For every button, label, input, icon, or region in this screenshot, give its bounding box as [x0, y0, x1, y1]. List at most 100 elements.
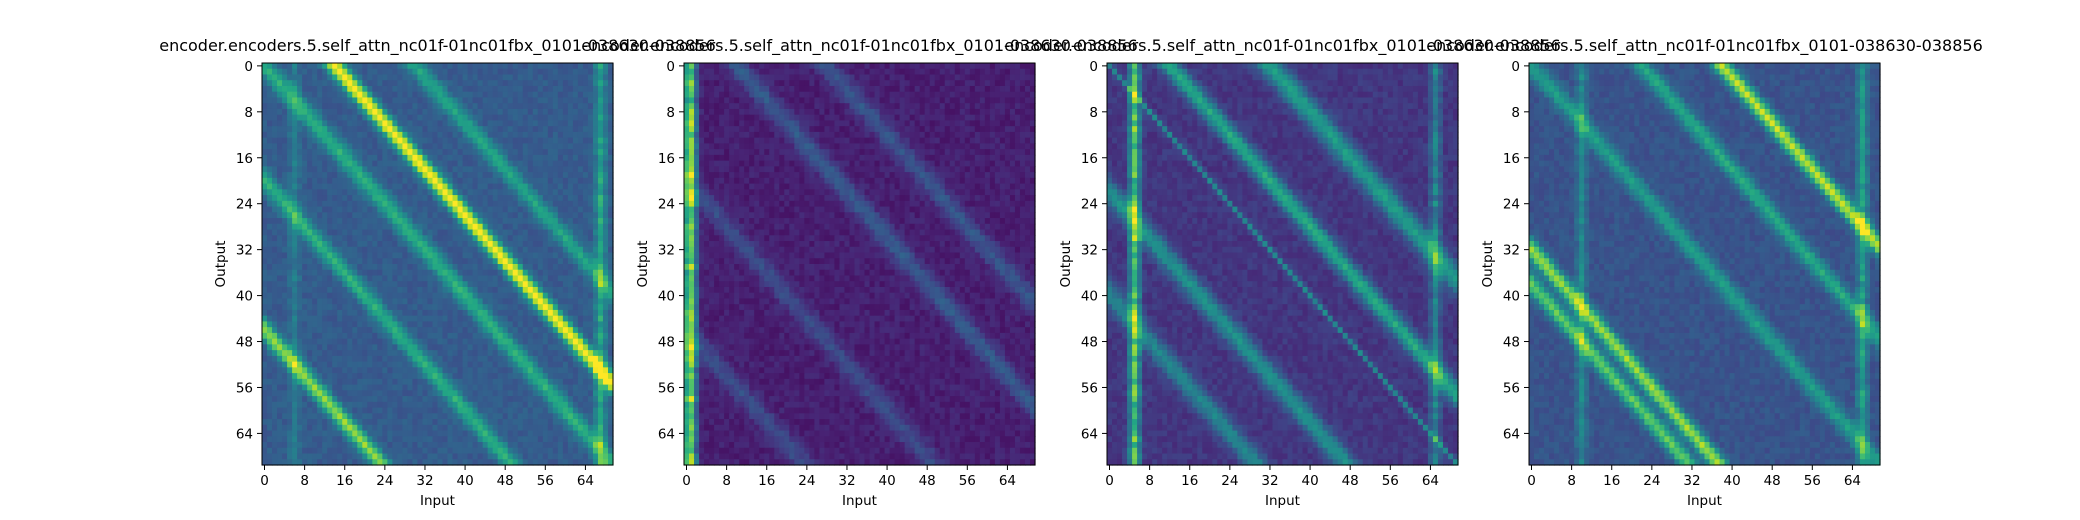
- heatmap-cell: [402, 137, 409, 144]
- heatmap-cell: [537, 172, 544, 179]
- heatmap-panel-2: encoder.encoders.5.self_attn_nc01f-01nc0…: [581, 36, 1138, 509]
- heatmap-cell: [587, 68, 594, 76]
- heatmap-cell: [447, 367, 454, 374]
- heatmap-cell: [272, 413, 278, 420]
- heatmap-cell: [322, 143, 328, 150]
- heatmap-cell: [407, 189, 414, 196]
- heatmap-cell: [342, 114, 348, 122]
- heatmap-cell: [327, 137, 333, 144]
- heatmap-cell: [497, 332, 504, 340]
- heatmap-cell: [322, 80, 328, 87]
- heatmap-cell: [547, 189, 554, 196]
- heatmap-cell: [457, 367, 464, 374]
- heatmap-cell: [472, 172, 479, 179]
- heatmap-cell: [572, 80, 579, 87]
- heatmap-cell: [582, 143, 589, 150]
- heatmap-cell: [582, 252, 589, 259]
- heatmap-cell: [537, 103, 544, 110]
- heatmap-cell: [607, 344, 614, 351]
- heatmap-cell: [517, 218, 524, 225]
- heatmap-cell: [417, 298, 424, 305]
- heatmap-cell: [432, 419, 439, 426]
- heatmap-cell: [567, 378, 574, 386]
- heatmap-cell: [597, 91, 604, 99]
- heatmap-cell: [507, 298, 514, 305]
- heatmap-cell: [432, 85, 439, 93]
- heatmap-cell: [532, 281, 539, 288]
- heatmap-cell: [477, 407, 484, 414]
- heatmap-cell: [387, 189, 393, 196]
- heatmap-cell: [322, 74, 328, 81]
- heatmap-cell: [407, 413, 414, 420]
- heatmap-cell: [552, 447, 559, 455]
- heatmap-cell: [342, 137, 348, 144]
- heatmap-cell: [297, 241, 303, 248]
- heatmap-cell: [407, 97, 414, 104]
- heatmap-cell: [372, 401, 378, 409]
- heatmap-cell: [497, 149, 504, 156]
- heatmap-cell: [267, 453, 273, 460]
- heatmap-cell: [397, 143, 403, 150]
- heatmap-cell: [427, 223, 434, 231]
- heatmap-cell: [297, 315, 303, 323]
- heatmap-cell: [287, 344, 293, 351]
- heatmap-cell: [337, 74, 343, 81]
- heatmap-cell: [387, 246, 393, 254]
- heatmap-cell: [562, 378, 569, 386]
- heatmap-cell: [597, 212, 604, 219]
- heatmap-cell: [332, 264, 338, 271]
- heatmap-cell: [522, 436, 529, 443]
- heatmap-cell: [487, 91, 494, 99]
- heatmap-cell: [462, 430, 469, 437]
- heatmap-cell: [487, 286, 494, 294]
- heatmap-cell: [582, 315, 589, 323]
- heatmap-cell: [357, 91, 363, 99]
- heatmap-cell: [467, 137, 474, 144]
- heatmap-cell: [592, 355, 599, 363]
- heatmap-cell: [307, 344, 313, 351]
- heatmap-cell: [392, 103, 398, 110]
- heatmap-cell: [477, 292, 484, 300]
- heatmap-cell: [427, 177, 434, 185]
- heatmap-cell: [267, 304, 273, 311]
- heatmap-cell: [447, 241, 454, 248]
- heatmap-cell: [367, 166, 373, 173]
- heatmap-cell: [537, 63, 544, 70]
- heatmap-cell: [272, 189, 278, 196]
- heatmap-cell: [447, 223, 454, 231]
- heatmap-cell: [267, 154, 273, 162]
- heatmap-cell: [337, 223, 343, 231]
- heatmap-cell: [472, 332, 479, 340]
- heatmap-cell: [407, 304, 414, 311]
- heatmap-cell: [462, 419, 469, 426]
- heatmap-cell: [282, 327, 288, 334]
- heatmap-cell: [412, 120, 419, 127]
- heatmap-cell: [422, 413, 429, 420]
- heatmap-cell: [377, 419, 383, 426]
- heatmap-cell: [452, 442, 459, 449]
- heatmap-cell: [357, 350, 363, 357]
- heatmap-cell: [462, 252, 469, 259]
- heatmap-cell: [422, 160, 429, 167]
- heatmap-cell: [587, 447, 594, 455]
- heatmap-cell: [532, 373, 539, 380]
- heatmap-cell: [482, 269, 489, 277]
- heatmap-cell: [522, 235, 529, 242]
- heatmap-cell: [422, 396, 429, 403]
- heatmap-cell: [267, 223, 273, 231]
- heatmap-cell: [602, 177, 609, 185]
- heatmap-cell: [502, 103, 509, 110]
- heatmap-cell: [367, 315, 373, 323]
- heatmap-cell: [292, 264, 298, 271]
- heatmap-cell: [567, 143, 574, 150]
- heatmap-cell: [357, 154, 363, 162]
- heatmap-cell: [577, 258, 584, 265]
- heatmap-cell: [272, 218, 278, 225]
- heatmap-cell: [557, 149, 564, 156]
- heatmap-cell: [427, 108, 434, 116]
- heatmap-cell: [332, 286, 338, 294]
- heatmap-cell: [412, 108, 419, 116]
- heatmap-cell: [729, 63, 735, 70]
- heatmap-cell: [592, 384, 599, 391]
- heatmap-cell: [462, 384, 469, 391]
